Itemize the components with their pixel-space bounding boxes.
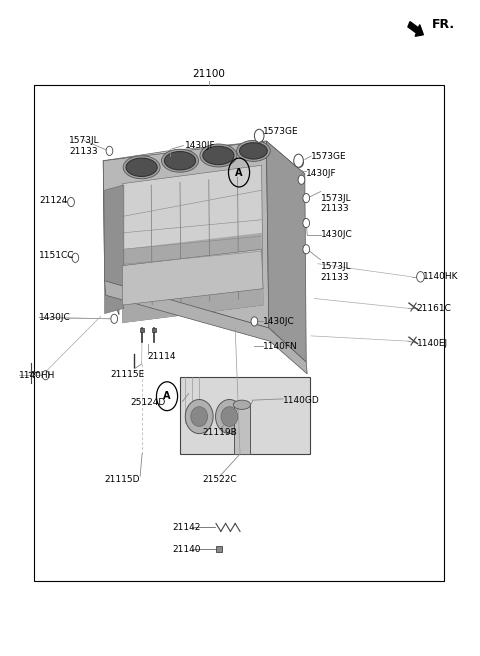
Bar [216,546,222,552]
Text: 1430JC: 1430JC [263,317,295,326]
Text: FR.: FR. [432,18,455,31]
Polygon shape [103,161,119,315]
Text: 1430JF: 1430JF [306,169,337,178]
Circle shape [303,194,310,203]
Text: 21115D: 21115D [105,475,140,484]
Text: A: A [235,167,243,178]
Ellipse shape [240,142,267,159]
Circle shape [254,129,264,142]
Text: 21161C: 21161C [417,304,452,313]
Text: 1573GE: 1573GE [263,127,299,136]
Circle shape [303,218,310,228]
Text: 1140FN: 1140FN [263,342,298,351]
Text: 1140GD: 1140GD [283,396,320,405]
Circle shape [251,317,258,326]
FancyArrow shape [408,22,423,36]
Ellipse shape [200,144,237,167]
Ellipse shape [203,146,234,165]
Text: 21119B: 21119B [203,428,237,438]
Text: 1140HH: 1140HH [19,371,56,380]
Text: 21522C: 21522C [203,475,237,484]
Ellipse shape [164,152,196,170]
Polygon shape [105,185,124,314]
Circle shape [68,197,74,207]
Circle shape [106,146,113,155]
Circle shape [111,314,118,323]
Circle shape [72,253,79,262]
Circle shape [298,175,305,184]
Circle shape [303,245,310,254]
Polygon shape [103,141,269,328]
Text: 21124: 21124 [39,195,68,205]
Text: 1573JL
21133: 1573JL 21133 [321,194,351,213]
Circle shape [42,371,49,380]
Text: 1151CC: 1151CC [39,251,75,260]
Ellipse shape [233,400,251,409]
Polygon shape [103,141,305,195]
Text: 1573JL
21133: 1573JL 21133 [321,262,351,282]
Polygon shape [105,281,307,374]
Ellipse shape [191,407,207,426]
Text: 21114: 21114 [148,352,176,361]
Ellipse shape [185,400,213,434]
Circle shape [297,158,303,167]
Text: A: A [163,391,171,401]
Text: 21100: 21100 [192,69,225,79]
Bar [152,328,156,332]
Ellipse shape [123,156,160,179]
Bar [34,85,444,581]
Circle shape [417,272,424,282]
Text: 1573JL
21133: 1573JL 21133 [69,136,99,156]
Ellipse shape [221,407,238,426]
Text: 21115E: 21115E [110,370,144,379]
Text: 1430JC: 1430JC [321,230,352,239]
Text: 1140EJ: 1140EJ [417,338,448,348]
Text: 1430JF: 1430JF [185,141,216,150]
Circle shape [294,154,303,167]
Text: 21140: 21140 [173,544,201,554]
Ellipse shape [126,158,157,176]
Bar [180,377,310,454]
Text: 1573GE: 1573GE [311,152,347,161]
Ellipse shape [237,140,270,161]
Bar [140,328,144,332]
Ellipse shape [161,149,199,173]
Bar [234,405,250,454]
Polygon shape [266,141,306,362]
Polygon shape [122,249,263,305]
Text: 25124D: 25124D [130,398,166,407]
Polygon shape [122,165,263,323]
Ellipse shape [216,400,243,434]
Text: 1140HK: 1140HK [423,272,459,281]
Text: 1430JC: 1430JC [39,313,71,322]
Polygon shape [122,233,263,323]
Text: 21142: 21142 [173,523,201,532]
